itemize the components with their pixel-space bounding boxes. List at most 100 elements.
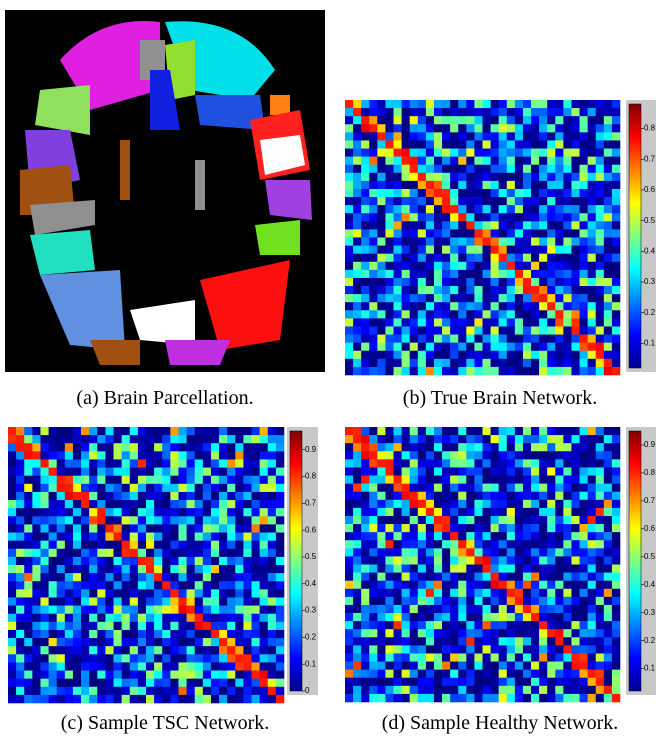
heatmap-cell	[539, 573, 547, 581]
heatmap-cell	[402, 302, 410, 310]
heatmap-cell	[531, 556, 539, 564]
heatmap-cell	[203, 671, 211, 679]
heatmap-cell	[8, 516, 16, 524]
heatmap-cell	[547, 270, 555, 278]
heatmap-cell	[16, 500, 24, 508]
heatmap-cell	[580, 221, 588, 229]
heatmap-cell	[531, 124, 539, 132]
heatmap-cell	[450, 581, 458, 589]
heatmap-cell	[410, 270, 418, 278]
heatmap-cell	[203, 459, 211, 467]
heatmap-cell	[466, 359, 474, 367]
heatmap-cell	[361, 565, 369, 573]
heatmap-cell	[385, 351, 393, 359]
colorbar-tick-label: 0.3	[305, 606, 317, 615]
heatmap-cell	[474, 459, 482, 467]
heatmap-cell	[539, 278, 547, 286]
heatmap-cell	[612, 556, 620, 564]
heatmap-cell	[418, 532, 426, 540]
heatmap-cell	[394, 310, 402, 318]
heatmap-cell	[596, 686, 604, 694]
heatmap-cell	[122, 581, 130, 589]
heatmap-cell	[418, 653, 426, 661]
heatmap-cell	[187, 565, 195, 573]
heatmap-cell	[402, 246, 410, 254]
heatmap-cell	[402, 670, 410, 678]
heatmap-cell	[235, 549, 243, 557]
heatmap-cell	[604, 629, 612, 637]
heatmap-cell	[16, 638, 24, 646]
heatmap-cell	[596, 326, 604, 334]
heatmap-cell	[369, 205, 377, 213]
heatmap-cell	[434, 270, 442, 278]
heatmap-cell	[604, 573, 612, 581]
heatmap-cell	[178, 622, 186, 630]
heatmap-cell	[361, 286, 369, 294]
heatmap-cell	[515, 335, 523, 343]
heatmap-cell	[547, 678, 555, 686]
heatmap-cell	[563, 589, 571, 597]
heatmap-cell	[49, 679, 57, 687]
heatmap-cell	[523, 573, 531, 581]
heatmap-cell	[418, 310, 426, 318]
heatmap-cell	[402, 556, 410, 564]
heatmap-cell	[122, 662, 130, 670]
heatmap-cell	[515, 524, 523, 532]
heatmap-cell	[426, 221, 434, 229]
heatmap-cell	[394, 124, 402, 132]
heatmap-cell	[146, 443, 154, 451]
heatmap-cell	[130, 500, 138, 508]
heatmap-cell	[442, 653, 450, 661]
heatmap-cell	[483, 653, 491, 661]
heatmap-cell	[377, 573, 385, 581]
heatmap-cell	[571, 605, 579, 613]
heatmap-cell	[580, 476, 588, 484]
heatmap-cell	[531, 629, 539, 637]
heatmap-cell	[377, 124, 385, 132]
heatmap-cell	[531, 278, 539, 286]
heatmap-cell	[361, 443, 369, 451]
heatmap-cell	[555, 246, 563, 254]
heatmap-cell	[361, 678, 369, 686]
heatmap-cell	[260, 581, 268, 589]
heatmap-cell	[491, 645, 499, 653]
heatmap-cell	[596, 556, 604, 564]
heatmap-cell	[385, 343, 393, 351]
heatmap-cell	[571, 246, 579, 254]
heatmap-cell	[162, 541, 170, 549]
heatmap-cell	[16, 646, 24, 654]
heatmap-cell	[8, 606, 16, 614]
heatmap-cell	[24, 435, 32, 443]
heatmap-cell	[49, 638, 57, 646]
heatmap-cell	[434, 613, 442, 621]
heatmap-cell	[491, 492, 499, 500]
heatmap-cell	[195, 549, 203, 557]
heatmap-cell	[596, 229, 604, 237]
heatmap-cell	[588, 589, 596, 597]
heatmap-cell	[580, 149, 588, 157]
heatmap-cell	[24, 679, 32, 687]
heatmap-cell	[252, 679, 260, 687]
heatmap-cell	[588, 581, 596, 589]
heatmap-cell	[394, 492, 402, 500]
heatmap-cell	[154, 492, 162, 500]
heatmap-cell	[555, 221, 563, 229]
heatmap-cell	[385, 262, 393, 270]
heatmap-cell	[539, 238, 547, 246]
heatmap-cell	[555, 508, 563, 516]
heatmap-cell	[466, 108, 474, 116]
heatmap-cell	[178, 671, 186, 679]
heatmap-cell	[385, 556, 393, 564]
heatmap-cell	[418, 343, 426, 351]
heatmap-cell	[418, 678, 426, 686]
heatmap-cell	[353, 318, 361, 326]
heatmap-cell	[394, 149, 402, 157]
heatmap-cell	[563, 100, 571, 108]
heatmap-cell	[146, 565, 154, 573]
heatmap-cell	[73, 662, 81, 670]
heatmap-cell	[268, 459, 276, 467]
heatmap-cell	[385, 435, 393, 443]
heatmap-cell	[580, 670, 588, 678]
heatmap-cell	[418, 427, 426, 435]
heatmap-cell	[458, 181, 466, 189]
